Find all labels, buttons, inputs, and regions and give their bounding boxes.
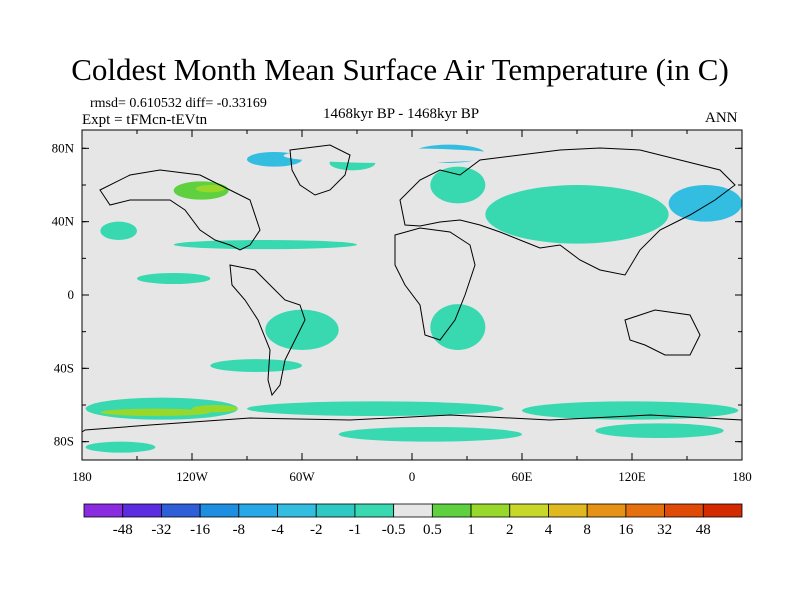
- anomaly-region: [247, 401, 504, 416]
- colorbar-swatch: [161, 503, 201, 518]
- colorbar-label: -4: [271, 522, 284, 538]
- colorbar-label: 2: [506, 522, 514, 538]
- colorbar-label: 8: [583, 522, 591, 538]
- anomaly-region: [485, 185, 669, 244]
- lon-tick-label: 120W: [176, 469, 209, 484]
- lon-tick-label: 60W: [289, 469, 315, 484]
- anomaly-region: [192, 405, 238, 413]
- colorbar-label: 0.5: [423, 522, 442, 538]
- experiment-label: Expt = tFMcn-tEVtn: [82, 112, 208, 128]
- season-label: ANN: [705, 110, 738, 126]
- coastline: [399, 147, 736, 276]
- lon-tick-label: 180: [72, 469, 92, 484]
- lat-tick-label: 0: [68, 287, 75, 302]
- colorbar-swatch: [586, 503, 627, 518]
- anomaly-region: [668, 185, 742, 222]
- colorbar-label: 48: [696, 522, 711, 538]
- colorbar-swatch: [431, 503, 472, 518]
- coastline: [229, 264, 306, 397]
- colorbar-swatch: [664, 503, 704, 518]
- colorbar-swatch: [470, 503, 511, 518]
- anomaly-region: [265, 309, 339, 351]
- colorbar-label: 16: [618, 522, 634, 538]
- lat-tick-label: 80N: [52, 140, 75, 155]
- anomaly-region: [137, 273, 211, 284]
- lon-tick-label: 120E: [618, 469, 646, 484]
- colorbar-label: 4: [545, 522, 553, 538]
- colorbar-swatch: [509, 503, 549, 518]
- anomaly-region: [595, 423, 724, 438]
- coastline: [99, 169, 261, 251]
- colorbar-swatch: [122, 503, 162, 518]
- map-axes: 80N 40N 0 40S 80S 180 120W 60W 0 60E 120E 180: [52, 129, 752, 484]
- colorbar-swatch: [548, 503, 588, 518]
- coastline: [624, 309, 701, 356]
- anomaly-region: [210, 359, 302, 373]
- anomaly-region: [85, 441, 156, 453]
- lon-tick-label: 180: [732, 469, 752, 484]
- anomaly-region: [283, 148, 504, 164]
- colorbar-swatch: [83, 503, 124, 518]
- colorbar-swatch: [315, 503, 356, 518]
- anomaly-region: [100, 408, 211, 417]
- map-plot-area: [81, 130, 743, 461]
- colorbar-label: 32: [657, 522, 672, 538]
- coastline: [394, 227, 476, 341]
- colorbar-label: -48: [113, 522, 133, 538]
- anomaly-region: [430, 304, 486, 351]
- coastline: [289, 144, 351, 196]
- colorbar-label: -2: [310, 522, 323, 538]
- anomaly-region: [173, 240, 357, 250]
- lat-tick-label: 40S: [54, 360, 74, 375]
- lon-tick-label: 0: [409, 469, 416, 484]
- colorbar-swatch: [238, 503, 278, 518]
- colorbar-label: -32: [151, 522, 171, 538]
- colorbar-label: -16: [190, 522, 210, 538]
- colorbar-swatch: [199, 503, 240, 518]
- lat-tick-label: 40N: [52, 214, 75, 229]
- colorbar: -48 -32 -16 -8 -4 -2 -1 -0.5 0.5 1 2 4 8 16 32 48: [83, 503, 743, 538]
- colorbar-swatch: [277, 503, 317, 518]
- lat-tick-label: 80S: [54, 434, 74, 449]
- colorbar-swatch: [354, 503, 395, 518]
- colorbar-label: -8: [233, 522, 246, 538]
- colorbar-swatch: [702, 503, 743, 518]
- period-label: 1468kyr BP - 1468kyr BP: [323, 106, 480, 122]
- rmsd-stat: rmsd= 0.610532 diff= -0.33169: [90, 96, 267, 111]
- chart-title: Coldest Month Mean Surface Air Temperatu…: [71, 52, 729, 87]
- colorbar-swatch: [625, 503, 665, 518]
- anomaly-region: [338, 427, 522, 442]
- anomaly-region: [195, 185, 225, 193]
- anomaly-region: [430, 166, 486, 204]
- colorbar-label: -1: [349, 522, 362, 538]
- anomaly-region: [100, 221, 137, 240]
- colorbar-swatch: [393, 503, 433, 518]
- colorbar-label: -0.5: [382, 522, 406, 538]
- anomaly-region: [522, 401, 739, 420]
- colorbar-label: 1: [467, 522, 475, 538]
- lon-tick-label: 60E: [512, 469, 533, 484]
